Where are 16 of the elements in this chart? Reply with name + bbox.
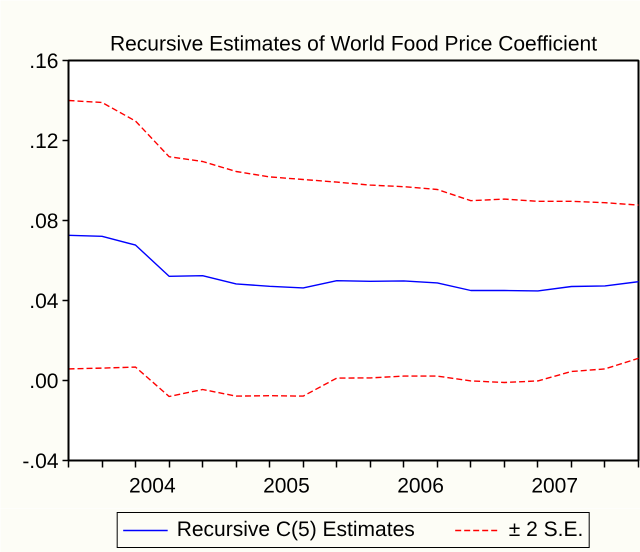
line-series: [68, 358, 638, 398]
y-tick-label: -.04: [22, 450, 59, 473]
y-tick-label: .00: [29, 370, 59, 393]
line-series: [68, 234, 638, 292]
x-tick-label: 2004: [128, 474, 176, 498]
legend-label: ± 2 S.E.: [508, 518, 584, 542]
y-tick-label: .16: [29, 50, 59, 73]
x-tick-label: 2005: [263, 474, 310, 498]
chart-title: Recursive Estimates of World Food Price Coefficient: [110, 32, 598, 56]
y-tick-label: .04: [29, 290, 59, 313]
y-tick-label: .12: [29, 130, 59, 153]
legend-label: Recursive C(5) Estimates: [176, 518, 415, 542]
x-tick-label: 2007: [531, 474, 578, 498]
y-tick-label: .08: [29, 210, 59, 233]
x-tick-label: 2006: [397, 474, 444, 498]
line-series: [68, 100, 638, 206]
